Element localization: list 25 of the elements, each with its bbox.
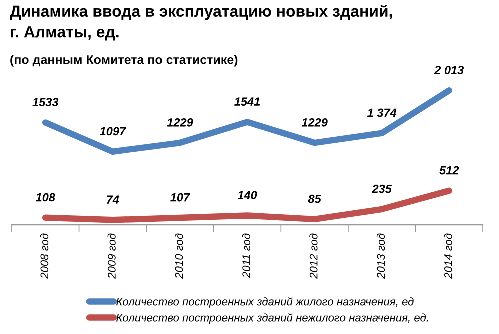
data-label: 1 374 <box>368 108 397 118</box>
chart-title: Динамика ввода в эксплуатацию новых зданий, г. Алматы, ед. <box>10 5 392 41</box>
data-label: 2 013 <box>434 66 464 74</box>
data-label: 1541 <box>234 98 260 106</box>
x-tick-label: 2013 год <box>376 234 386 279</box>
data-label: 512 <box>440 166 460 175</box>
data-label: 85 <box>308 194 322 204</box>
x-tick-label: 2014 год <box>444 234 452 279</box>
x-tick-label: 2011 год <box>242 234 250 278</box>
data-label: 74 <box>107 196 120 204</box>
data-label: 140 <box>238 191 258 200</box>
data-label: 108 <box>36 193 56 202</box>
x-tick-label: 2008 год <box>40 234 49 279</box>
data-label: 107 <box>170 193 191 202</box>
legend-label: Количество построенных зданий нежилого назначения, ед. <box>116 313 428 324</box>
data-label: 1229 <box>167 118 194 127</box>
data-label: 1229 <box>302 118 328 127</box>
data-label: 235 <box>372 184 392 194</box>
x-tick-label: 2010 год <box>175 234 184 279</box>
legend-label: Количество построенных зданий жилого назначения, ед <box>116 297 414 308</box>
data-label: 1533 <box>32 98 59 107</box>
x-tick-label: 2009 год <box>108 234 116 279</box>
data-label: 1097 <box>100 127 127 136</box>
x-tick-label: 2012 год <box>310 234 318 279</box>
chart-subtitle: (по данным Комитета по статистике) <box>10 55 238 67</box>
